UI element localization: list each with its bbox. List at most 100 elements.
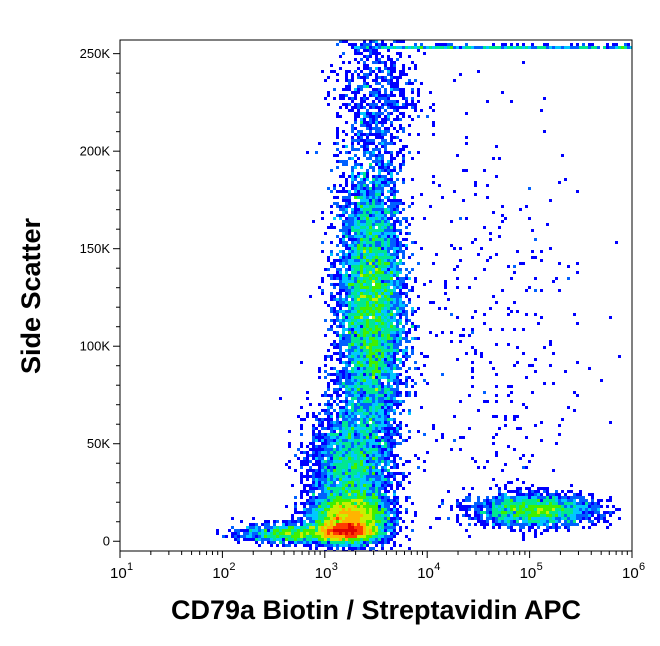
density-point	[369, 412, 372, 415]
density-point	[546, 517, 549, 520]
density-point	[318, 412, 321, 415]
density-point	[408, 55, 411, 58]
density-point	[375, 376, 378, 379]
density-point	[321, 487, 324, 490]
density-point	[381, 328, 384, 331]
density-point	[501, 505, 504, 508]
density-point	[306, 445, 309, 448]
density-point	[336, 415, 339, 418]
density-point	[402, 364, 405, 367]
density-point	[465, 46, 468, 49]
density-point	[414, 391, 417, 394]
density-point	[402, 409, 405, 412]
density-point	[348, 481, 351, 484]
density-point	[366, 370, 369, 373]
density-point	[360, 508, 363, 511]
density-point	[354, 316, 357, 319]
density-point	[360, 235, 363, 238]
density-point	[546, 505, 549, 508]
density-point	[327, 451, 330, 454]
density-point	[507, 526, 510, 529]
density-point	[414, 280, 417, 283]
density-point	[354, 184, 357, 187]
density-point	[402, 487, 405, 490]
density-point	[360, 298, 363, 301]
density-point	[348, 421, 351, 424]
density-point	[567, 499, 570, 502]
density-point	[354, 223, 357, 226]
density-point	[345, 535, 348, 538]
density-point	[366, 256, 369, 259]
density-point	[312, 520, 315, 523]
density-point	[372, 406, 375, 409]
density-point	[390, 229, 393, 232]
density-point	[444, 280, 447, 283]
density-point	[366, 247, 369, 250]
density-point	[381, 205, 384, 208]
density-point	[333, 88, 336, 91]
density-point	[387, 463, 390, 466]
density-point	[396, 88, 399, 91]
y-tick-label: 100K	[80, 339, 111, 354]
density-point	[357, 436, 360, 439]
density-point	[336, 343, 339, 346]
density-point	[390, 454, 393, 457]
density-point	[327, 394, 330, 397]
density-point	[369, 403, 372, 406]
density-point	[354, 391, 357, 394]
density-point	[372, 304, 375, 307]
density-point	[441, 499, 444, 502]
density-point	[576, 511, 579, 514]
density-point	[372, 376, 375, 379]
density-point	[609, 514, 612, 517]
density-point	[393, 337, 396, 340]
density-point	[351, 457, 354, 460]
density-point	[345, 382, 348, 385]
density-point	[381, 316, 384, 319]
density-point	[459, 247, 462, 250]
density-point	[300, 427, 303, 430]
density-point	[354, 313, 357, 316]
density-point	[534, 508, 537, 511]
density-point	[516, 523, 519, 526]
density-point	[552, 280, 555, 283]
density-point	[285, 532, 288, 535]
density-point	[381, 361, 384, 364]
density-point	[381, 208, 384, 211]
density-point	[354, 382, 357, 385]
density-point	[282, 532, 285, 535]
density-point	[396, 520, 399, 523]
density-point	[381, 475, 384, 478]
density-point	[387, 517, 390, 520]
density-point	[588, 502, 591, 505]
density-point	[351, 478, 354, 481]
density-point	[357, 289, 360, 292]
density-point	[312, 481, 315, 484]
density-point	[396, 229, 399, 232]
density-point	[525, 508, 528, 511]
density-point	[354, 403, 357, 406]
density-point	[543, 490, 546, 493]
density-point	[378, 193, 381, 196]
density-point	[375, 325, 378, 328]
density-point	[456, 502, 459, 505]
density-point	[300, 463, 303, 466]
density-point	[312, 445, 315, 448]
density-point	[483, 268, 486, 271]
density-point	[546, 520, 549, 523]
density-point	[393, 475, 396, 478]
density-point	[372, 373, 375, 376]
density-point	[543, 46, 546, 49]
density-point	[399, 232, 402, 235]
density-point	[339, 427, 342, 430]
density-point	[387, 484, 390, 487]
density-point	[282, 544, 285, 547]
density-point	[282, 535, 285, 538]
density-point	[372, 208, 375, 211]
density-point	[405, 331, 408, 334]
density-point	[381, 133, 384, 136]
density-point	[360, 421, 363, 424]
density-point	[522, 466, 525, 469]
density-point	[366, 286, 369, 289]
density-point	[582, 499, 585, 502]
